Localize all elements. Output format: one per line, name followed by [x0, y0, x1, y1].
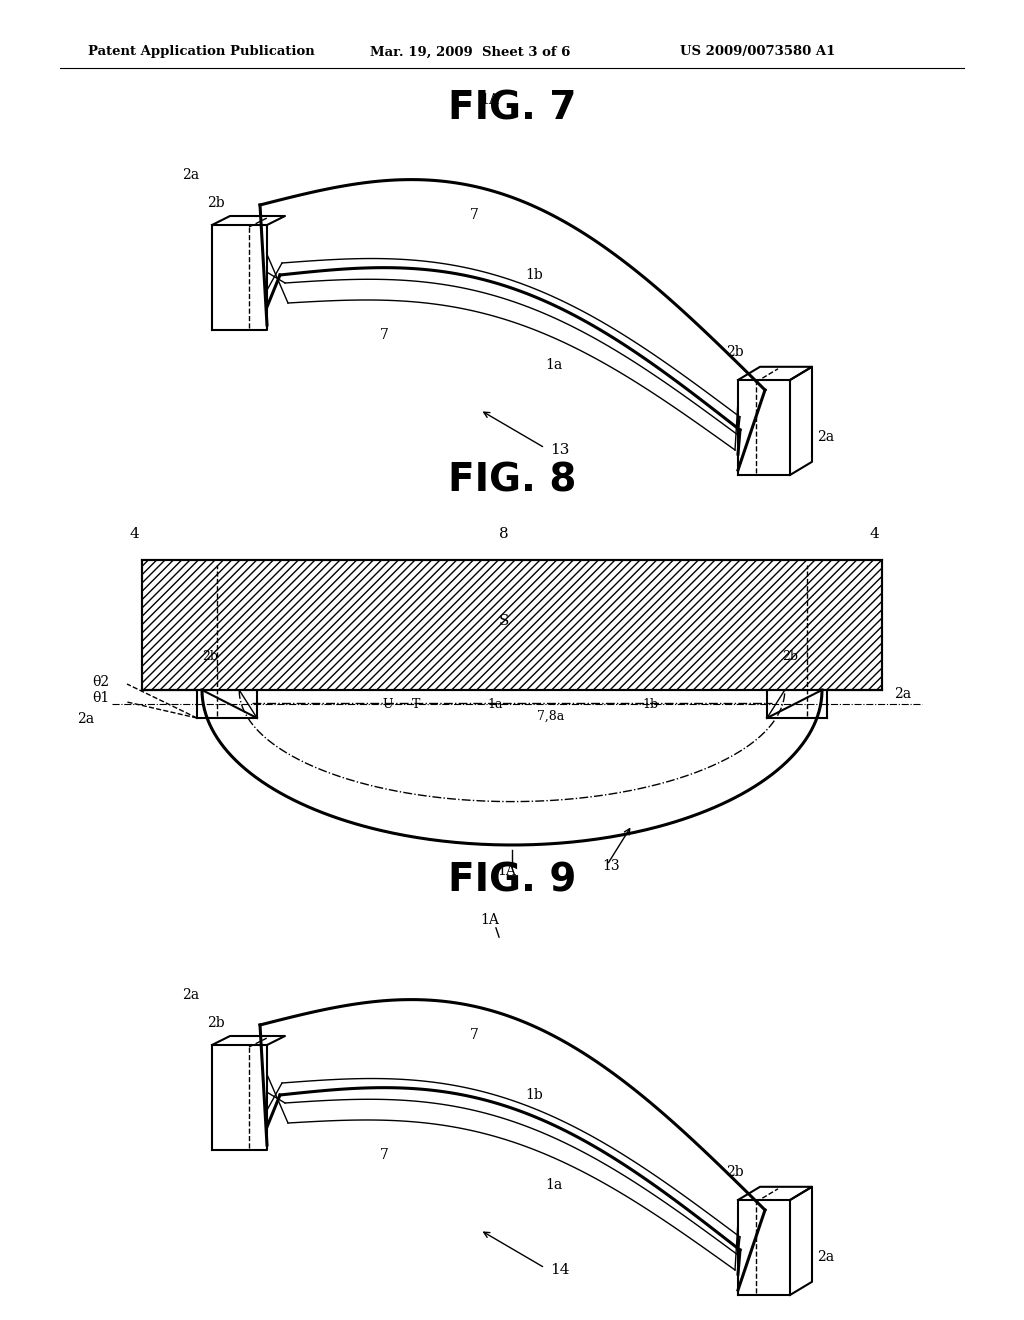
Text: θ2: θ2 [92, 675, 110, 689]
Text: S: S [499, 614, 509, 628]
Text: Patent Application Publication: Patent Application Publication [88, 45, 314, 58]
Text: 7: 7 [380, 1148, 389, 1162]
Text: U: U [382, 698, 392, 711]
Text: FIG. 8: FIG. 8 [447, 461, 577, 499]
Text: 1a: 1a [545, 1177, 562, 1192]
Text: 7: 7 [470, 1028, 479, 1041]
Text: 1b: 1b [642, 698, 658, 711]
Text: Mar. 19, 2009  Sheet 3 of 6: Mar. 19, 2009 Sheet 3 of 6 [370, 45, 570, 58]
Text: 2a: 2a [817, 1250, 835, 1265]
Text: 13: 13 [550, 444, 569, 457]
Text: 1A: 1A [480, 913, 499, 927]
Text: 7,8a: 7,8a [537, 710, 564, 723]
Text: 14: 14 [550, 1263, 569, 1276]
Text: 2a: 2a [182, 168, 199, 182]
Text: 2b: 2b [782, 649, 798, 663]
Text: 1b: 1b [525, 268, 543, 282]
Text: US 2009/0073580 A1: US 2009/0073580 A1 [680, 45, 836, 58]
Text: 2a: 2a [894, 688, 911, 701]
Text: 2b: 2b [207, 195, 224, 210]
Text: 8: 8 [499, 527, 509, 541]
Text: 2b: 2b [726, 345, 743, 359]
Text: 2b: 2b [726, 1166, 743, 1179]
Text: FIG. 7: FIG. 7 [447, 88, 577, 127]
Text: 2a: 2a [182, 987, 199, 1002]
Text: 1b: 1b [525, 1088, 543, 1102]
Text: 2a: 2a [77, 711, 94, 726]
Text: FIG. 9: FIG. 9 [447, 861, 577, 899]
Text: T: T [412, 698, 421, 711]
Text: 2b: 2b [202, 649, 218, 663]
Text: 1A: 1A [497, 865, 516, 878]
Text: 2a: 2a [817, 430, 835, 444]
Text: 1A: 1A [480, 92, 499, 107]
Text: 1a: 1a [487, 698, 503, 711]
Text: 7: 7 [380, 327, 389, 342]
Text: 7: 7 [470, 209, 479, 222]
Text: 13: 13 [602, 859, 620, 873]
Text: 4: 4 [869, 527, 879, 541]
Text: θ1: θ1 [92, 690, 110, 705]
Text: 2b: 2b [207, 1016, 224, 1030]
Text: 1a: 1a [545, 358, 562, 372]
Text: 4: 4 [129, 527, 139, 541]
Bar [142, 560, 882, 690]
